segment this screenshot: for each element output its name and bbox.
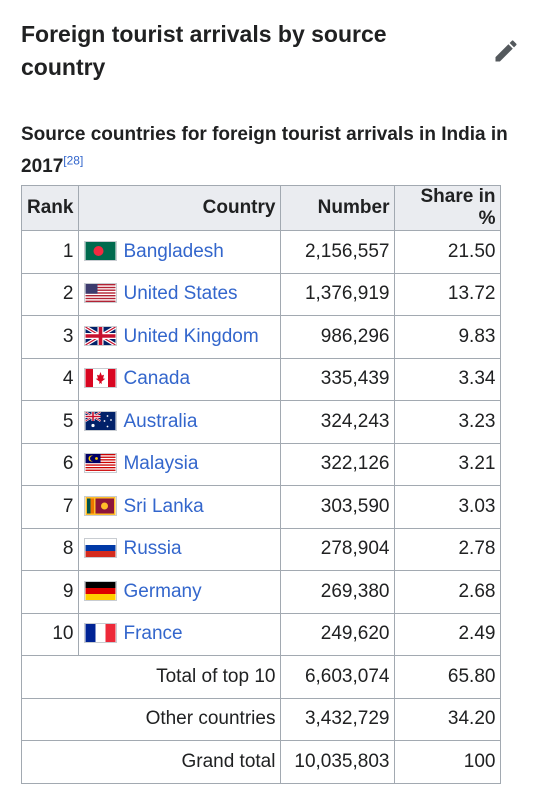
rank-cell: 8 — [20, 527, 80, 571]
germany-flag-icon — [84, 580, 118, 601]
number-cell: 324,243 — [280, 400, 396, 444]
share-cell: 13.72 — [394, 272, 502, 316]
russia-flag-icon — [84, 538, 118, 559]
country-cell: Bangladesh — [78, 230, 282, 274]
share-cell: 9.83 — [394, 315, 502, 359]
rank-cell: 9 — [20, 570, 80, 614]
number-cell: 2,156,557 — [280, 230, 396, 274]
share-cell: 2.49 — [394, 612, 502, 656]
rank-cell: 7 — [20, 485, 80, 529]
total-number: 10,035,803 — [280, 740, 396, 784]
number-cell: 335,439 — [280, 357, 396, 401]
number-cell: 249,620 — [280, 612, 396, 656]
number-cell: 269,380 — [280, 570, 396, 614]
country-link[interactable]: Malaysia — [123, 453, 199, 475]
table-row: 7 Sri Lanka 303,590 3.03 — [20, 485, 502, 529]
rank-cell: 2 — [20, 272, 80, 316]
rank-cell: 3 — [20, 315, 80, 359]
table-row: 5 Australia 324,243 3.23 — [20, 400, 502, 444]
rank-header[interactable]: Rank — [20, 185, 80, 231]
section-title: Foreign tourist arrivals by source count… — [21, 21, 387, 80]
caption-text: Source countries for foreign tourist arr… — [21, 124, 508, 177]
total-share: 65.80 — [394, 655, 502, 699]
share-cell: 3.34 — [394, 357, 502, 401]
sri-lanka-flag-icon — [84, 495, 118, 516]
france-flag-icon — [84, 623, 118, 644]
rank-cell: 6 — [20, 442, 80, 486]
table-row: 6 Malaysia 322,126 3.21 — [20, 442, 502, 486]
reference-link[interactable]: [28] — [63, 153, 84, 168]
country-cell: Russia — [78, 527, 282, 571]
share-header[interactable]: Share in % — [394, 185, 502, 231]
rank-cell: 10 — [20, 612, 80, 656]
country-cell: United States — [78, 272, 282, 316]
country-cell: Malaysia — [78, 442, 282, 486]
share-cell: 21.50 — [394, 230, 502, 274]
country-link[interactable]: Bangladesh — [123, 240, 224, 262]
number-cell: 1,376,919 — [280, 272, 396, 316]
total-share: 34.20 — [394, 697, 502, 741]
country-link[interactable]: Canada — [123, 368, 191, 390]
pencil-icon[interactable] — [492, 37, 520, 65]
country-cell: Canada — [78, 357, 282, 401]
total-label: Grand total — [20, 740, 282, 784]
rank-cell: 4 — [20, 357, 80, 401]
table-caption: Source countries for foreign tourist arr… — [21, 119, 526, 183]
total-label: Other countries — [20, 697, 282, 741]
country-cell: Germany — [78, 570, 282, 614]
table-row: 1 Bangladesh 2,156,557 21.50 — [20, 230, 502, 274]
share-cell: 3.21 — [394, 442, 502, 486]
country-link[interactable]: United States — [123, 283, 238, 305]
malaysia-flag-icon — [84, 453, 118, 474]
uk-flag-icon — [84, 325, 118, 346]
total-number: 6,603,074 — [280, 655, 396, 699]
number-cell: 322,126 — [280, 442, 396, 486]
table-row: 4 Canada 335,439 3.34 — [20, 357, 502, 401]
total-row: Other countries 3,432,729 34.20 — [20, 697, 502, 741]
number-cell: 303,590 — [280, 485, 396, 529]
share-cell: 3.03 — [394, 485, 502, 529]
country-link[interactable]: Sri Lanka — [123, 495, 204, 517]
table-row: 8 Russia 278,904 2.78 — [20, 527, 502, 571]
country-cell: Sri Lanka — [78, 485, 282, 529]
country-cell: United Kingdom — [78, 315, 282, 359]
table-row: 10 France 249,620 2.49 — [20, 612, 502, 656]
country-header[interactable]: Country — [78, 185, 282, 231]
country-link[interactable]: Australia — [123, 410, 198, 432]
rank-cell: 5 — [20, 400, 80, 444]
table-row: 9 Germany 269,380 2.68 — [20, 570, 502, 614]
bangladesh-flag-icon — [84, 240, 118, 261]
reference-link-wrap: [28] — [63, 154, 83, 168]
table-header-row: Rank Country Number Share in % — [20, 185, 502, 231]
country-cell: Australia — [78, 400, 282, 444]
country-link[interactable]: France — [123, 623, 183, 645]
total-share: 100 — [394, 740, 502, 784]
total-row: Total of top 10 6,603,074 65.80 — [20, 655, 502, 699]
country-link[interactable]: Germany — [123, 580, 202, 602]
rank-cell: 1 — [20, 230, 80, 274]
number-cell: 278,904 — [280, 527, 396, 571]
number-header[interactable]: Number — [280, 185, 396, 231]
table-row: 2 United States 1,376,919 13.72 — [20, 272, 502, 316]
usa-flag-icon — [84, 283, 118, 304]
section-header: Foreign tourist arrivals by source count… — [21, 18, 461, 84]
number-cell: 986,296 — [280, 315, 396, 359]
tourist-arrivals-table: Rank Country Number Share in % 1 Banglade… — [20, 185, 502, 784]
share-cell: 2.78 — [394, 527, 502, 571]
australia-flag-icon — [84, 410, 118, 431]
share-cell: 3.23 — [394, 400, 502, 444]
country-link[interactable]: United Kingdom — [123, 325, 259, 347]
share-cell: 2.68 — [394, 570, 502, 614]
total-row: Grand total 10,035,803 100 — [20, 740, 502, 784]
total-number: 3,432,729 — [280, 697, 396, 741]
canada-flag-icon — [84, 368, 118, 389]
country-cell: France — [78, 612, 282, 656]
total-label: Total of top 10 — [20, 655, 282, 699]
country-link[interactable]: Russia — [123, 538, 182, 560]
table-row: 3 United Kingdom 986,296 9.83 — [20, 315, 502, 359]
